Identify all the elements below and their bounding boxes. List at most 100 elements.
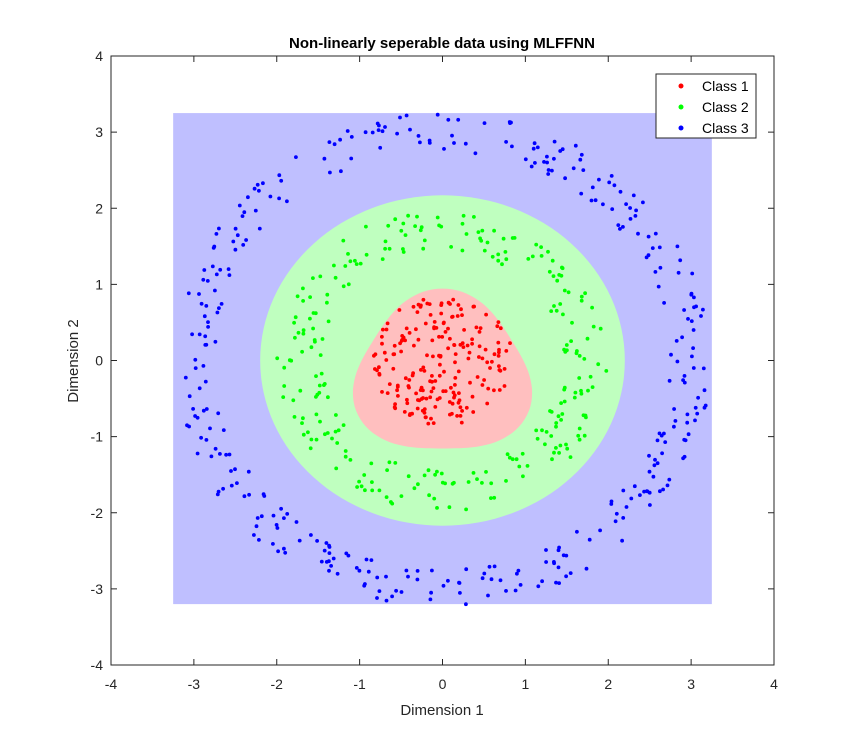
point-class-2 [556,414,561,419]
point-class-3 [545,154,549,159]
point-class-3 [218,267,223,272]
point-class-2 [335,441,340,445]
point-class-2 [293,335,297,340]
point-class-1 [407,385,411,390]
point-class-3 [473,151,478,156]
point-class-2 [512,236,517,240]
point-class-1 [478,326,483,330]
point-class-3 [686,432,691,437]
point-class-2 [554,446,558,450]
point-class-1 [373,352,378,357]
point-class-3 [446,117,451,122]
point-class-3 [689,319,694,323]
legend: Class 1 Class 2 Class 3 [655,73,757,139]
point-class-3 [244,238,249,242]
point-class-3 [211,246,216,250]
point-class-1 [459,307,463,312]
point-class-3 [545,160,549,165]
point-class-3 [241,243,246,247]
point-class-2 [554,421,559,425]
point-class-2 [475,477,479,481]
point-class-1 [442,320,446,325]
point-class-3 [590,185,595,190]
point-class-1 [443,389,448,393]
point-class-1 [497,368,502,372]
point-class-2 [282,365,287,370]
point-class-1 [397,308,402,312]
point-class-1 [407,331,412,335]
point-class-3 [620,538,624,543]
point-class-3 [242,210,247,215]
legend-marker [678,104,684,110]
point-class-3 [573,143,578,148]
point-class-2 [562,347,566,352]
point-class-1 [424,396,429,401]
point-class-1 [504,349,509,353]
point-class-3 [338,137,342,142]
point-class-3 [581,168,586,173]
point-class-3 [489,577,494,582]
point-class-2 [354,262,359,266]
point-class-3 [233,247,238,252]
point-class-3 [632,484,637,489]
point-class-3 [676,270,681,275]
point-class-3 [673,419,678,423]
point-class-2 [330,436,334,441]
point-class-1 [430,374,434,378]
point-class-2 [476,230,481,235]
point-class-2 [554,424,558,429]
point-class-3 [587,537,592,542]
point-class-2 [393,461,398,465]
point-class-2 [325,300,329,305]
y-tick-label: 0 [95,353,103,369]
point-class-2 [562,399,567,404]
point-class-2 [555,278,560,283]
point-class-1 [396,394,400,398]
point-class-2 [435,506,439,510]
point-class-3 [633,214,638,218]
point-class-2 [550,457,554,462]
point-class-2 [573,390,578,395]
x-tick-label: -4 [105,676,118,692]
point-class-2 [496,258,501,263]
point-class-1 [387,382,392,386]
point-class-3 [508,121,512,125]
point-class-3 [657,245,662,250]
legend-box [655,73,757,139]
point-class-1 [426,421,431,426]
point-class-2 [346,252,350,256]
point-class-3 [377,589,382,593]
point-class-3 [394,588,398,593]
point-class-3 [558,149,563,153]
point-class-2 [575,349,579,353]
point-class-3 [613,519,618,524]
point-class-3 [377,123,381,128]
point-class-2 [547,269,552,274]
point-class-3 [523,157,528,162]
point-class-1 [480,383,485,387]
point-class-3 [531,146,536,151]
point-class-3 [504,140,508,144]
point-class-3 [693,418,697,423]
point-class-3 [669,352,673,357]
point-class-3 [681,456,685,461]
point-class-2 [301,328,306,333]
point-class-1 [407,413,412,417]
point-class-3 [216,411,221,416]
point-class-2 [464,507,468,512]
point-class-3 [185,423,189,428]
point-class-2 [435,215,440,220]
point-class-1 [416,398,420,402]
point-class-1 [488,366,492,370]
point-class-3 [294,155,298,160]
point-class-2 [586,388,590,393]
point-class-2 [346,282,351,287]
point-class-2 [570,320,574,325]
point-class-3 [536,584,541,589]
point-class-3 [628,206,632,210]
point-class-2 [464,232,469,236]
point-class-3 [486,593,490,598]
point-class-2 [569,339,573,343]
point-class-3 [657,431,662,436]
point-class-2 [300,421,304,425]
